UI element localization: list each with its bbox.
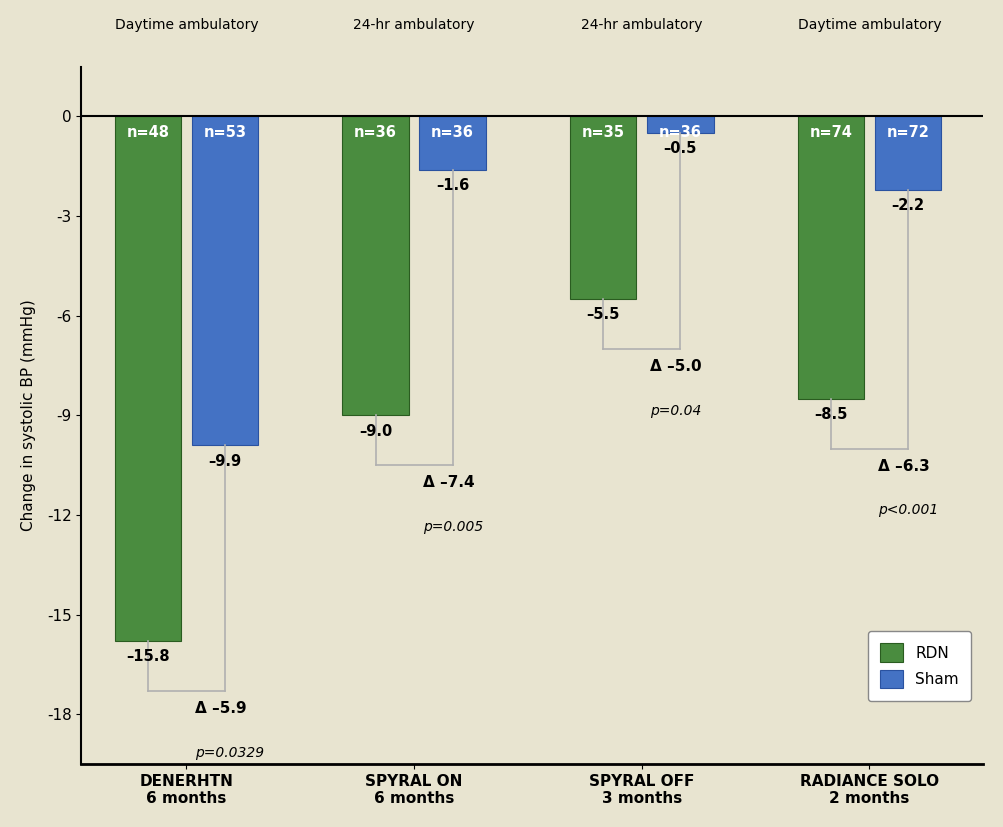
Text: 24-hr ambulatory: 24-hr ambulatory (581, 18, 702, 31)
Text: Δ –5.9: Δ –5.9 (195, 701, 247, 716)
Text: Δ –6.3: Δ –6.3 (878, 458, 929, 474)
Text: Daytime ambulatory: Daytime ambulatory (114, 18, 258, 31)
Text: n=36: n=36 (658, 125, 701, 140)
Text: –5.5: –5.5 (586, 308, 619, 323)
Text: –9.0: –9.0 (359, 423, 392, 438)
Text: n=35: n=35 (581, 125, 624, 140)
Text: Δ –5.0: Δ –5.0 (650, 359, 701, 374)
Text: Daytime ambulatory: Daytime ambulatory (796, 18, 940, 31)
Text: n=36: n=36 (430, 125, 473, 140)
Text: –0.5: –0.5 (663, 141, 696, 156)
Y-axis label: Change in systolic BP (mmHg): Change in systolic BP (mmHg) (21, 299, 36, 531)
Text: n=48: n=48 (126, 125, 170, 140)
Bar (874, 117, 940, 189)
Bar (342, 117, 408, 415)
Text: p=0.005: p=0.005 (422, 520, 482, 534)
Text: –2.2: –2.2 (891, 198, 924, 213)
Bar (646, 117, 713, 133)
Text: n=74: n=74 (808, 125, 852, 140)
Bar (114, 117, 182, 641)
Text: n=72: n=72 (886, 125, 929, 140)
Text: n=53: n=53 (204, 125, 247, 140)
Legend: RDN, Sham: RDN, Sham (867, 631, 970, 700)
Text: p=0.04: p=0.04 (650, 404, 701, 418)
Bar (570, 117, 636, 299)
Text: –9.9: –9.9 (209, 453, 242, 469)
Text: p=0.0329: p=0.0329 (195, 746, 264, 760)
Text: –15.8: –15.8 (126, 649, 170, 664)
Text: –8.5: –8.5 (813, 407, 847, 422)
Bar (796, 117, 864, 399)
Text: p<0.001: p<0.001 (878, 504, 938, 518)
Bar (192, 117, 258, 445)
Text: Δ –7.4: Δ –7.4 (422, 476, 474, 490)
Bar (419, 117, 485, 170)
Text: –1.6: –1.6 (435, 178, 468, 193)
Text: 24-hr ambulatory: 24-hr ambulatory (353, 18, 474, 31)
Text: n=36: n=36 (354, 125, 396, 140)
